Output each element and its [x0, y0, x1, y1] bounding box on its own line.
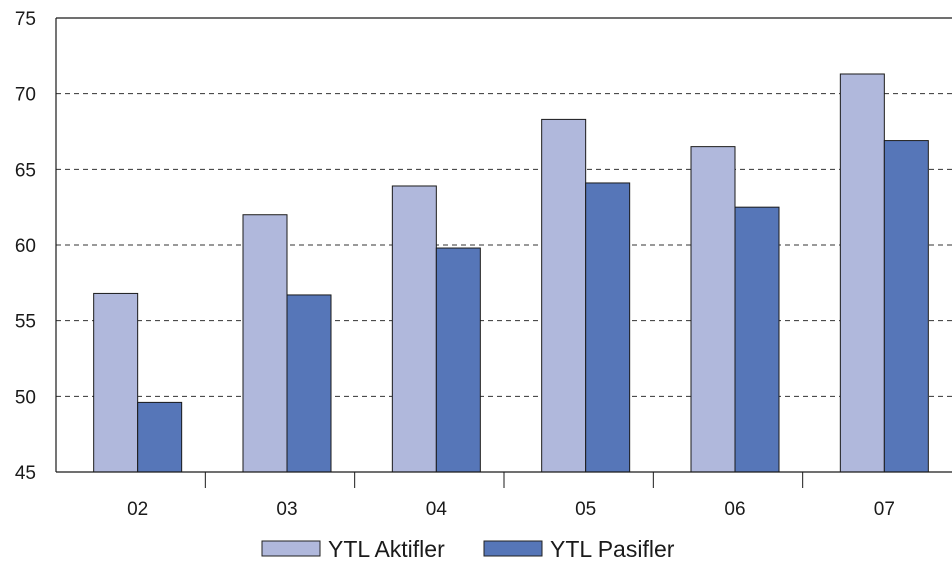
x-tick-labels: 02 03 04 05 06 07 — [127, 499, 895, 520]
x-tick-label-04: 04 — [426, 499, 448, 520]
x-tick-label-03: 03 — [276, 499, 297, 520]
bar-pasifler-05 — [585, 182, 631, 473]
x-tick-label-06: 06 — [724, 499, 745, 520]
bar-aktifler-07 — [839, 73, 885, 473]
y-tick-label-60: 60 — [15, 236, 36, 257]
legend-swatch-ytl-pasifler — [483, 540, 543, 557]
bars — [93, 73, 929, 473]
bar-pasifler-06 — [734, 206, 780, 473]
x-tick-label-07: 07 — [874, 499, 895, 520]
bar-pasifler-07 — [883, 140, 929, 473]
y-tick-label-65: 65 — [15, 160, 36, 181]
y-tick-label-50: 50 — [15, 387, 36, 408]
bar-pasifler-04 — [435, 247, 481, 473]
axes — [55, 17, 952, 488]
bar-pasifler-03 — [286, 294, 332, 473]
legend: YTL Aktifler YTL Pasifler — [261, 536, 675, 562]
bar-aktifler-03 — [242, 214, 288, 473]
x-tick-label-02: 02 — [127, 499, 148, 520]
bar-aktifler-02 — [93, 292, 139, 473]
legend-label-ytl-aktifler: YTL Aktifler — [328, 536, 445, 562]
y-tick-label-55: 55 — [15, 312, 36, 333]
y-tick-labels: 45 50 55 60 65 70 75 — [15, 9, 36, 484]
bar-aktifler-04 — [391, 185, 437, 473]
bar-aktifler-05 — [541, 118, 587, 473]
gridlines — [56, 93, 952, 397]
x-tick-label-05: 05 — [575, 499, 596, 520]
bar-pasifler-02 — [137, 401, 183, 473]
y-tick-label-70: 70 — [15, 85, 36, 106]
y-tick-label-75: 75 — [15, 9, 36, 30]
bar-aktifler-06 — [690, 146, 736, 473]
legend-swatch-ytl-aktifler — [261, 540, 321, 557]
legend-label-ytl-pasifler: YTL Pasifler — [550, 536, 675, 562]
y-tick-label-45: 45 — [15, 463, 36, 484]
